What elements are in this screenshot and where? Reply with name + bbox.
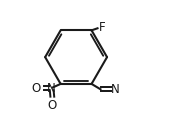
Text: O: O — [48, 99, 57, 112]
Text: N: N — [47, 82, 56, 95]
Text: O: O — [32, 82, 41, 95]
Text: N: N — [111, 83, 120, 96]
Text: F: F — [99, 21, 105, 34]
